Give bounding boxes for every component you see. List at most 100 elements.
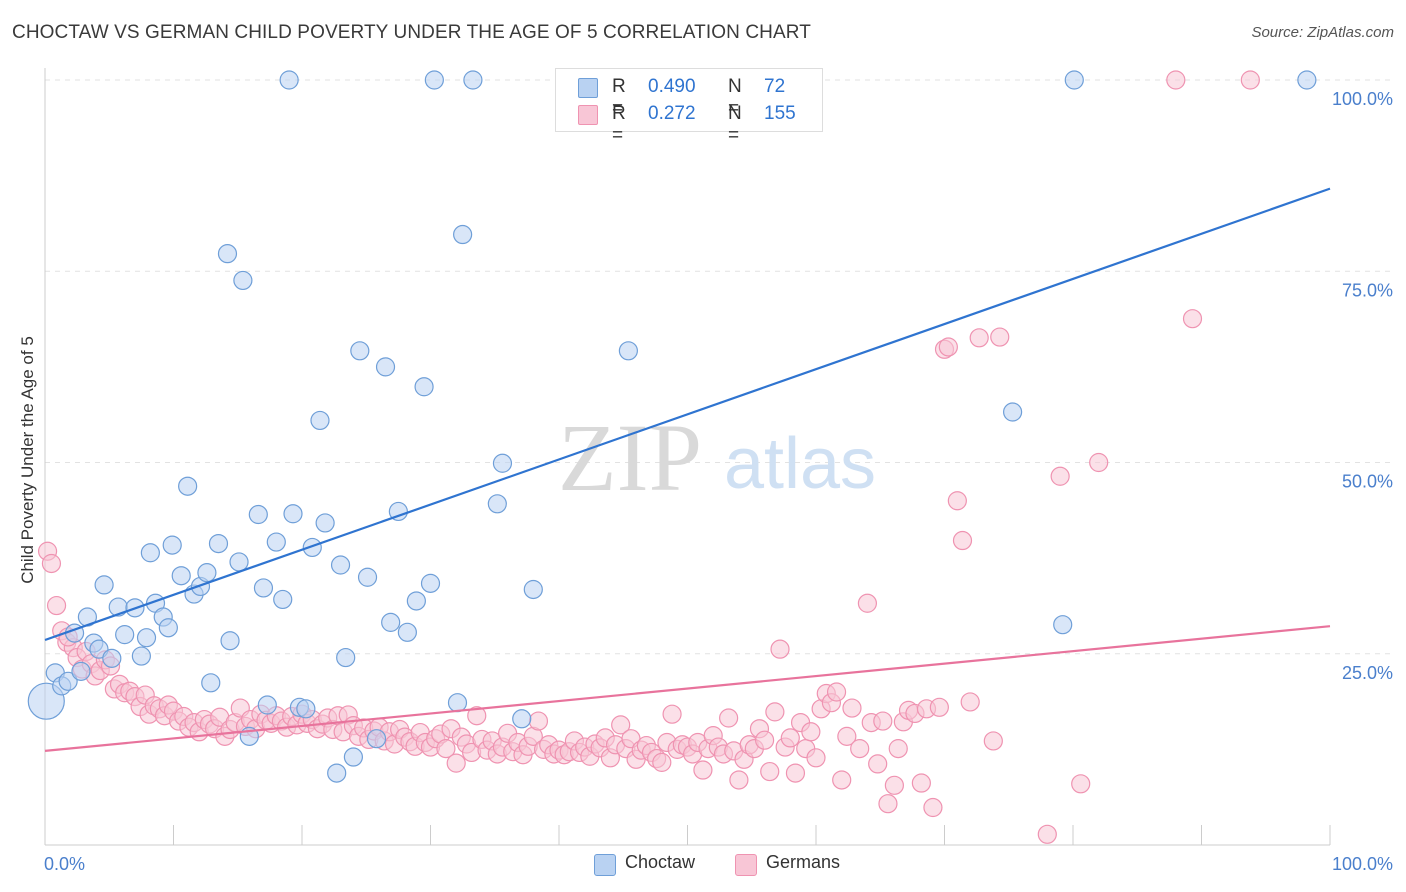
tick-labels: 25.0% 50.0% 75.0% 100.0% 0.0% 100.0%: [44, 89, 1393, 874]
legend-swatch-choctaw: [578, 78, 598, 98]
choctaw-point: [158, 618, 178, 638]
choctaw-point: [279, 70, 299, 90]
germans-point: [947, 491, 967, 511]
choctaw-point: [229, 552, 249, 572]
germans-point: [1071, 774, 1091, 794]
choctaw-point: [273, 589, 293, 610]
choctaw-point: [343, 747, 363, 767]
x-tick-label: 100.0%: [1332, 854, 1393, 874]
choctaw-point: [424, 70, 444, 90]
y-tick-label: 25.0%: [1342, 663, 1393, 683]
choctaw-point: [248, 504, 268, 525]
choctaw-point: [201, 673, 221, 693]
y-tick-label: 100.0%: [1332, 89, 1393, 109]
germans-point: [878, 794, 898, 814]
germans-point: [850, 739, 870, 759]
choctaw-point: [115, 625, 135, 645]
choctaw-trend-line: [44, 187, 1331, 642]
germans-point: [842, 698, 862, 718]
germans-point: [873, 711, 893, 731]
choctaw-point: [388, 501, 408, 522]
choctaw-point: [420, 573, 441, 593]
germans-point: [528, 711, 549, 731]
germans-point: [760, 761, 780, 782]
choctaw-point: [1053, 615, 1073, 635]
legend-n-label: N =: [728, 76, 742, 119]
choctaw-point: [283, 504, 303, 524]
germans-point: [929, 697, 949, 717]
choctaw-points: [27, 70, 1317, 783]
choctaw-point: [381, 612, 401, 632]
choctaw-point: [257, 695, 277, 715]
germans-point: [770, 639, 790, 659]
germans-point: [938, 337, 958, 357]
germans-point: [611, 715, 631, 735]
legend-r-label: R =: [612, 76, 626, 119]
germans-point: [923, 797, 943, 818]
germans-point: [1182, 309, 1203, 329]
chart-title: CHOCTAW VS GERMAN CHILD POVERTY UNDER TH…: [12, 22, 811, 43]
germans-point: [952, 530, 973, 551]
legend-n-value: 72: [764, 76, 786, 97]
germans-point: [969, 328, 989, 348]
choctaw-point: [1064, 70, 1084, 90]
choctaw-point: [366, 729, 387, 749]
y-axis-label: Child Poverty Under the Age of 5: [18, 336, 37, 584]
y-tick-label: 50.0%: [1342, 472, 1393, 492]
choctaw-point: [330, 555, 351, 575]
choctaw-point: [302, 537, 322, 558]
germans-point: [780, 728, 800, 748]
germans-point: [983, 731, 1003, 751]
choctaw-point: [140, 543, 160, 563]
choctaw-point: [217, 244, 238, 264]
choctaw-point: [1297, 70, 1317, 90]
choctaw-point: [453, 224, 473, 245]
axes: [44, 68, 1331, 846]
germans-point: [837, 726, 857, 746]
legend-r-value: 0.272: [648, 103, 696, 124]
trend-lines: [44, 187, 1331, 752]
germans-point: [719, 708, 739, 728]
choctaw-point: [220, 631, 240, 651]
legend-n-value: 155: [764, 103, 796, 124]
germans-point: [652, 752, 672, 772]
choctaw-point: [310, 410, 330, 431]
watermark-atlas: atlas: [724, 424, 876, 504]
choctaw-point: [266, 532, 286, 552]
choctaw-point: [327, 763, 347, 783]
legend-n-label: N =: [728, 103, 742, 146]
germans-point: [911, 773, 931, 793]
grid-lines: [45, 79, 1395, 655]
bottom-legend-swatch-choctaw: [594, 854, 616, 876]
choctaw-point: [336, 647, 356, 668]
germans-point: [888, 739, 908, 759]
germans-point: [446, 753, 466, 773]
germans-point: [868, 754, 888, 774]
germans-point: [1240, 70, 1260, 90]
germans-point: [41, 553, 62, 574]
choctaw-point: [178, 476, 198, 496]
choctaw-point: [375, 357, 396, 377]
choctaw-point: [350, 341, 370, 361]
choctaw-point: [357, 567, 378, 587]
germans-point: [990, 327, 1010, 347]
choctaw-point: [512, 709, 532, 729]
choctaw-point: [131, 646, 151, 666]
choctaw-point: [406, 591, 426, 611]
choctaw-point: [253, 578, 274, 598]
germans-point: [46, 595, 67, 616]
germans-point: [884, 775, 904, 795]
choctaw-point: [414, 377, 434, 397]
choctaw-point: [487, 494, 507, 514]
choctaw-point: [618, 341, 638, 361]
choctaw-point: [58, 671, 78, 691]
legend-swatch-germans: [578, 105, 598, 125]
y-tick-label: 75.0%: [1342, 280, 1393, 300]
choctaw-point: [197, 563, 217, 583]
germans-point: [857, 593, 878, 613]
legend-r-value: 0.490: [648, 76, 696, 97]
choctaw-point: [296, 699, 316, 719]
choctaw-point: [171, 566, 191, 586]
choctaw-point: [1003, 402, 1023, 422]
